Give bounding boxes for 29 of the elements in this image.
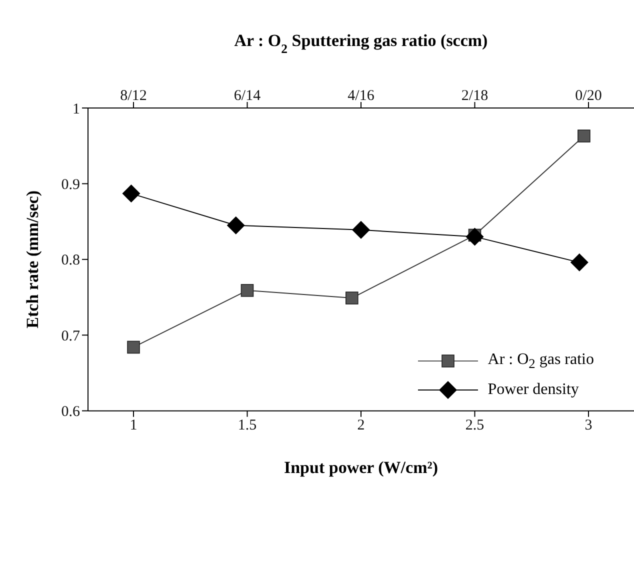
text: 6/14 xyxy=(234,88,262,104)
point xyxy=(240,284,254,297)
text: 2/18 xyxy=(461,88,488,104)
point xyxy=(352,220,370,239)
text: 4/16 xyxy=(348,88,375,104)
x-tick-label: 1.5 xyxy=(238,417,257,434)
legend-label: Power density xyxy=(488,381,579,399)
text: 8/12 xyxy=(120,88,147,104)
y-tick-label: 1 xyxy=(72,101,80,118)
y-tick-label: 0.6 xyxy=(61,404,80,420)
x-tick-label: 1 xyxy=(130,417,138,434)
point xyxy=(122,184,140,203)
point xyxy=(226,216,245,234)
x-tick-label: 2.5 xyxy=(465,417,484,434)
point xyxy=(127,340,140,354)
y-axis-title: Etch rate (mm/sec) xyxy=(23,190,42,328)
point xyxy=(578,130,590,142)
y-tick-label: 0.7 xyxy=(61,328,80,344)
point xyxy=(570,253,588,272)
text: 0/20 xyxy=(575,88,602,104)
y-tick-label: 0.8 xyxy=(61,252,80,269)
y-tick-label: 0.9 xyxy=(61,177,80,194)
x-tick-label: 3 xyxy=(584,417,592,434)
point xyxy=(346,292,358,304)
legend-label: Ar : O$_{2}$ gas ratio xyxy=(488,350,594,372)
x2-axis-title: Ar : O$_{2}$ Sputtering gas ratio (sccm) xyxy=(234,31,488,56)
x-tick-label: 2 xyxy=(357,417,365,434)
point xyxy=(466,228,484,246)
x-axis-title: Input power (W/cm²) xyxy=(284,458,438,477)
